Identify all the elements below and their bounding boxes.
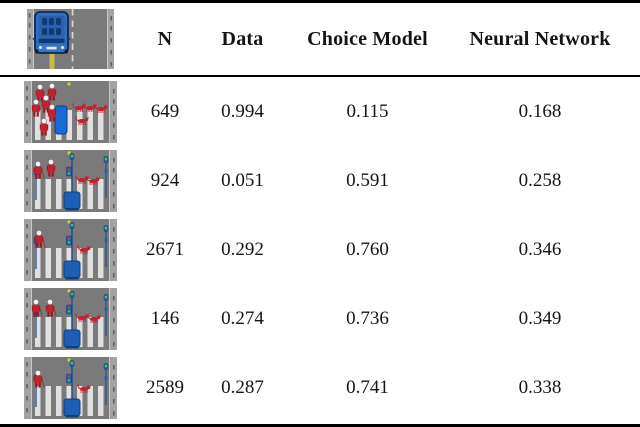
cell-neural-network: 0.338: [518, 376, 562, 398]
header-separator: [0, 75, 640, 77]
cell-choice-model: 0.741: [346, 376, 389, 398]
scene-cell: [0, 356, 140, 419]
column-header-n: N: [157, 27, 173, 50]
cell-data: 0.287: [221, 376, 264, 398]
column-header-choice-model: Choice Model: [307, 27, 428, 50]
cell-n: 146: [150, 307, 180, 329]
scenario-thumbnail: [23, 356, 117, 419]
column-header-data: Data: [221, 27, 264, 50]
cell-data: 0.994: [221, 100, 264, 122]
cell-n: 2589: [146, 376, 184, 398]
cell-neural-network: 0.349: [518, 307, 562, 329]
scene-cell: [0, 218, 140, 281]
table-row: 649 0.994 0.115 0.168: [0, 77, 640, 146]
table-row: 146 0.274 0.736 0.349: [0, 284, 640, 353]
header-scene-cell: [0, 9, 140, 69]
cell-choice-model: 0.115: [346, 100, 389, 122]
cell-choice-model: 0.736: [346, 307, 389, 329]
cell-choice-model: 0.591: [346, 169, 389, 191]
scene-cell: [0, 149, 140, 212]
cell-neural-network: 0.168: [518, 100, 562, 122]
column-header-neural-network: Neural Network: [469, 27, 611, 50]
scenario-thumbnail: [23, 149, 117, 212]
cell-neural-network: 0.258: [518, 169, 562, 191]
cell-data: 0.292: [221, 238, 264, 260]
table-row: 2671 0.292 0.760 0.346: [0, 215, 640, 284]
scenario-thumbnail: [23, 80, 117, 143]
table-row: 924 0.051 0.591 0.258: [0, 146, 640, 215]
cell-n: 649: [150, 100, 180, 122]
table-header-row: N Data Choice Model Neural Network: [0, 3, 640, 75]
scene-cell: [0, 80, 140, 143]
table-row: 2589 0.287 0.741 0.338: [0, 353, 640, 422]
cell-data: 0.274: [221, 307, 264, 329]
scene-cell: [0, 287, 140, 350]
cell-n: 924: [150, 169, 180, 191]
cell-choice-model: 0.760: [346, 238, 389, 260]
cell-data: 0.051: [221, 169, 264, 191]
scenario-thumbnail-approach: [26, 9, 114, 69]
table-body: 649 0.994 0.115 0.168 924 0.051 0.591 0.258 2671…: [0, 77, 640, 422]
scenario-thumbnail: [23, 218, 117, 281]
cell-neural-network: 0.346: [518, 238, 562, 260]
cell-n: 2671: [146, 238, 184, 260]
scenario-thumbnail: [23, 287, 117, 350]
